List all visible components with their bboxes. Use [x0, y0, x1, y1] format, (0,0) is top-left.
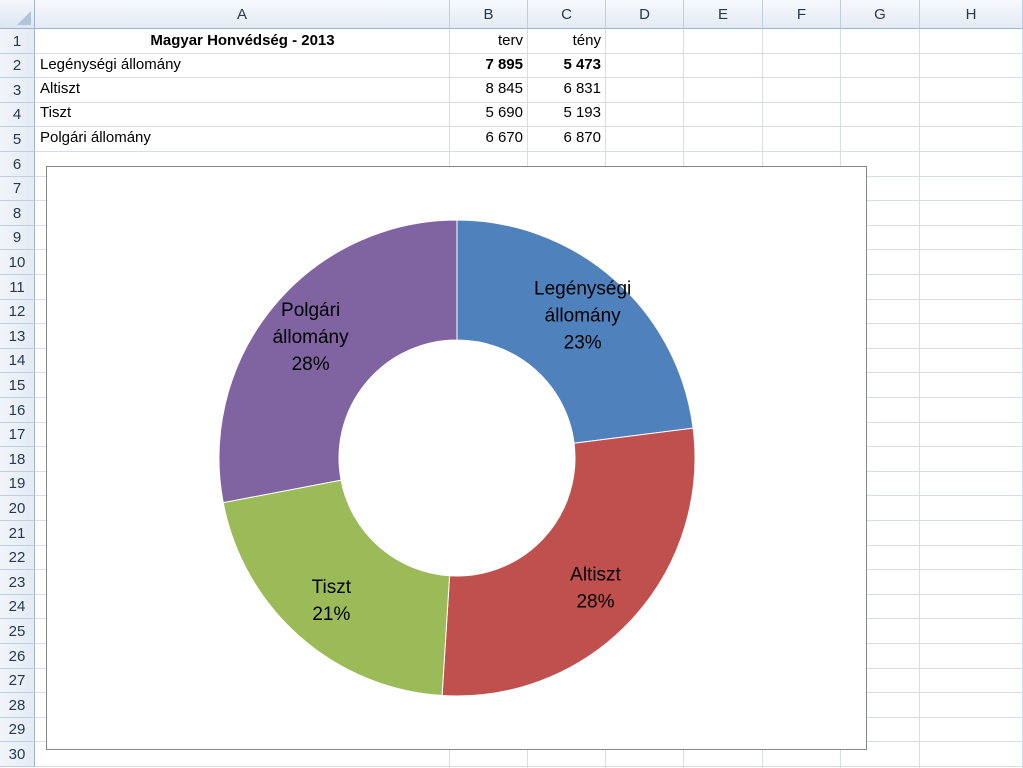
- row-header-15[interactable]: 15: [0, 373, 35, 398]
- row-header-9[interactable]: 9: [0, 226, 35, 250]
- cell-a3-label[interactable]: Altiszt: [40, 80, 81, 97]
- row-header-6[interactable]: 6: [0, 152, 35, 177]
- row-header-29[interactable]: 29: [0, 718, 35, 742]
- doughnut-chart-svg: Legénységi állomány 23% Altiszt 28% Tiszt 21% P…: [218, 219, 696, 697]
- cell-a1-title[interactable]: Magyar Honvédség - 2013: [150, 32, 335, 49]
- doughnut-slice-1[interactable]: [441, 427, 696, 697]
- cell-c2-teny[interactable]: 5 473: [563, 56, 601, 73]
- cell-c5-teny[interactable]: 6 870: [563, 129, 601, 146]
- column-header-c[interactable]: C: [528, 0, 606, 29]
- row-header-13[interactable]: 13: [0, 324, 35, 349]
- gridline-row: [35, 126, 1023, 127]
- gridline-row: [35, 102, 1023, 103]
- cell-b3-terv[interactable]: 8 845: [485, 80, 523, 97]
- doughnut-slice-3[interactable]: [218, 219, 458, 504]
- row-header-12[interactable]: 12: [0, 300, 35, 324]
- doughnut-slice-2[interactable]: [222, 479, 451, 697]
- row-header-5[interactable]: 5: [0, 127, 35, 152]
- row-header-30[interactable]: 30: [0, 742, 35, 767]
- select-all-triangle-icon: [17, 11, 31, 25]
- gridline-row: [35, 151, 1023, 152]
- gridline-row: [35, 766, 1023, 767]
- row-header-21[interactable]: 21: [0, 521, 35, 546]
- row-header-17[interactable]: 17: [0, 423, 35, 447]
- row-header-3[interactable]: 3: [0, 78, 35, 103]
- row-header-26[interactable]: 26: [0, 644, 35, 669]
- row-header-23[interactable]: 23: [0, 570, 35, 595]
- column-header-g[interactable]: G: [841, 0, 920, 29]
- cell-b2-terv[interactable]: 7 895: [485, 56, 523, 73]
- doughnut-slice-label-3: Polgári állomány 28%: [273, 300, 350, 375]
- column-header-e[interactable]: E: [684, 0, 763, 29]
- cell-b5-terv[interactable]: 6 670: [485, 129, 523, 146]
- column-header-b[interactable]: B: [450, 0, 528, 29]
- cell-b1-header[interactable]: terv: [497, 32, 523, 49]
- row-header-1[interactable]: 1: [0, 29, 35, 54]
- cell-c1-header[interactable]: tény: [572, 32, 601, 49]
- gridline-row: [35, 53, 1023, 54]
- row-header-14[interactable]: 14: [0, 349, 35, 373]
- column-header-a[interactable]: A: [35, 0, 450, 29]
- cell-a4-label[interactable]: Tiszt: [40, 104, 72, 121]
- row-header-8[interactable]: 8: [0, 201, 35, 226]
- column-header-d[interactable]: D: [606, 0, 684, 29]
- row-header-4[interactable]: 4: [0, 103, 35, 127]
- row-header-2[interactable]: 2: [0, 54, 35, 78]
- gridline-column: [919, 29, 920, 768]
- row-header-27[interactable]: 27: [0, 669, 35, 693]
- row-header-16[interactable]: 16: [0, 398, 35, 423]
- doughnut-slice-label-1: Altiszt 28%: [570, 565, 621, 613]
- doughnut-slice-label-0: Legénységi állomány 23%: [534, 278, 631, 353]
- row-header-18[interactable]: 18: [0, 447, 35, 472]
- row-header-28[interactable]: 28: [0, 693, 35, 718]
- doughnut-slice-label-2: Tiszt 21%: [312, 577, 352, 625]
- column-header-f[interactable]: F: [763, 0, 841, 29]
- row-header-19[interactable]: 19: [0, 472, 35, 496]
- cell-b4-terv[interactable]: 5 690: [485, 104, 523, 121]
- cell-a5-label[interactable]: Polgári állomány: [40, 129, 151, 146]
- column-header-h[interactable]: H: [920, 0, 1023, 29]
- row-header-7[interactable]: 7: [0, 177, 35, 201]
- cell-c4-teny[interactable]: 5 193: [563, 104, 601, 121]
- row-header-11[interactable]: 11: [0, 275, 35, 300]
- select-all-corner[interactable]: [0, 0, 35, 29]
- row-header-10[interactable]: 10: [0, 250, 35, 275]
- row-header-24[interactable]: 24: [0, 595, 35, 619]
- row-header-20[interactable]: 20: [0, 496, 35, 521]
- row-header-22[interactable]: 22: [0, 546, 35, 570]
- gridline-row: [35, 77, 1023, 78]
- cell-c3-teny[interactable]: 6 831: [563, 80, 601, 97]
- row-header-25[interactable]: 25: [0, 619, 35, 644]
- doughnut-chart[interactable]: Legénységi állomány 23% Altiszt 28% Tiszt 21% P…: [46, 166, 867, 750]
- cell-a2-label[interactable]: Legénységi állomány: [40, 56, 181, 73]
- doughnut-slice-0[interactable]: [456, 219, 694, 444]
